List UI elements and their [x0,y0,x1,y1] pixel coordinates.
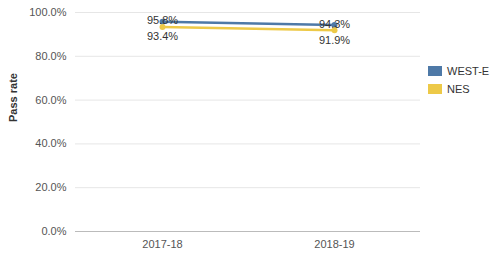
svg-text:2018-19: 2018-19 [314,238,354,250]
html-text:WEST-E: WEST-E [447,65,490,77]
svg-text:95.8%: 95.8% [146,14,179,27]
svg-text:40.0%: 40.0% [35,137,66,149]
svg-text:Pass rate: Pass rate [7,73,19,122]
svg-text:20.0%: 20.0% [35,181,66,193]
svg-text:0.0%: 0.0% [41,225,66,237]
svg-text:80.0%: 80.0% [35,50,66,62]
svg-text:93.4%: 93.4% [147,30,178,42]
svg-text:100.0%: 100.0% [29,6,67,18]
svg-text:60.0%: 60.0% [35,94,66,106]
svg-text:94.3%: 94.3% [318,17,351,30]
svg-text:91.9%: 91.9% [319,34,350,46]
html-text:NES: NES [447,83,470,95]
svg-text:2017-18: 2017-18 [142,238,182,250]
